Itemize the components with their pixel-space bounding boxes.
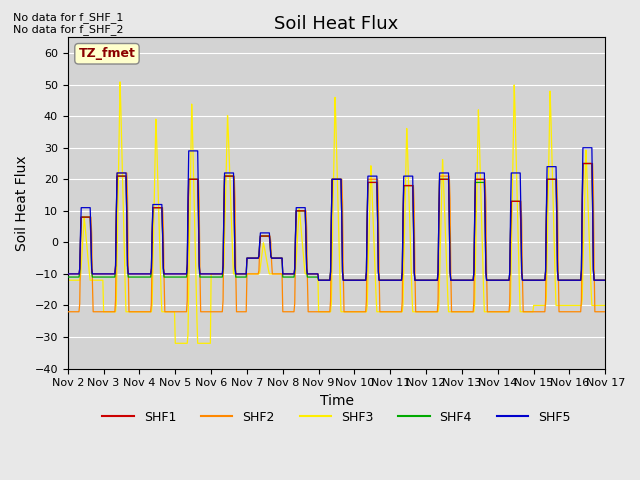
SHF3: [403, 126, 411, 132]
SHF1: [418, 277, 426, 283]
SHF5: [402, 173, 410, 179]
SHF1: [184, 263, 191, 269]
SHF5: [212, 271, 220, 277]
SHF4: [129, 274, 136, 280]
Line: SHF4: SHF4: [68, 164, 605, 280]
SHF1: [212, 271, 220, 277]
SHF1: [579, 161, 587, 167]
SHF3: [172, 340, 179, 346]
SHF3: [130, 309, 138, 314]
SHF1: [601, 277, 609, 283]
X-axis label: Time: Time: [319, 394, 353, 408]
SHF4: [402, 183, 410, 189]
Text: No data for f_SHF_1: No data for f_SHF_1: [13, 12, 123, 23]
SHF5: [74, 271, 81, 277]
SHF3: [74, 277, 81, 283]
SHF3: [64, 277, 72, 283]
SHF4: [601, 277, 609, 283]
Legend: SHF1, SHF2, SHF3, SHF4, SHF5: SHF1, SHF2, SHF3, SHF4, SHF5: [97, 406, 575, 429]
SHF2: [601, 309, 609, 314]
SHF4: [315, 277, 323, 283]
Y-axis label: Soil Heat Flux: Soil Heat Flux: [15, 155, 29, 251]
SHF5: [579, 145, 587, 151]
SHF3: [116, 79, 124, 85]
SHF1: [315, 277, 323, 283]
Text: TZ_fmet: TZ_fmet: [79, 47, 136, 60]
SHF1: [74, 271, 81, 277]
Line: SHF1: SHF1: [68, 164, 605, 280]
Line: SHF5: SHF5: [68, 148, 605, 280]
SHF3: [601, 302, 609, 308]
SHF1: [129, 271, 136, 277]
SHF1: [64, 271, 72, 277]
Line: SHF3: SHF3: [68, 82, 605, 343]
SHF1: [402, 183, 410, 189]
SHF5: [601, 277, 609, 283]
SHF2: [184, 298, 191, 303]
Title: Soil Heat Flux: Soil Heat Flux: [275, 15, 399, 33]
SHF2: [417, 309, 425, 314]
SHF2: [129, 309, 136, 314]
SHF4: [184, 266, 191, 272]
SHF2: [401, 183, 409, 189]
SHF2: [74, 309, 81, 314]
SHF4: [212, 274, 220, 280]
SHF2: [212, 309, 220, 314]
SHF2: [64, 309, 72, 314]
SHF4: [74, 274, 81, 280]
SHF3: [185, 285, 193, 291]
Line: SHF2: SHF2: [68, 164, 605, 312]
SHF2: [579, 161, 587, 167]
SHF4: [579, 161, 587, 167]
SHF3: [213, 271, 221, 277]
SHF5: [315, 277, 323, 283]
SHF5: [184, 261, 191, 266]
Text: No data for f_SHF_2: No data for f_SHF_2: [13, 24, 124, 35]
SHF5: [64, 271, 72, 277]
SHF5: [418, 277, 426, 283]
SHF4: [418, 277, 426, 283]
SHF3: [419, 309, 426, 314]
SHF4: [64, 274, 72, 280]
SHF5: [129, 271, 136, 277]
